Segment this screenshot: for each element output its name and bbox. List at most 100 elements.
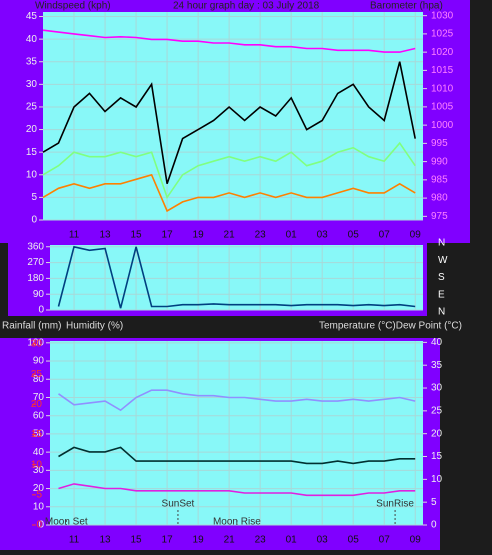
- x-tick-label: 05: [348, 535, 360, 546]
- x-tick-label: 19: [193, 230, 205, 241]
- series-line: [42, 61, 416, 185]
- series-line: [57, 245, 416, 309]
- x-tick-label: 11: [69, 230, 80, 241]
- y-tick-label: 100: [27, 337, 44, 348]
- y-tick-label: 30: [26, 79, 38, 90]
- y-tick-label: 80: [33, 374, 45, 385]
- rainfall-tick-label: 10: [31, 459, 43, 470]
- compass-label: N: [438, 307, 445, 318]
- y-tick-label: 5: [31, 192, 37, 203]
- y-tick-label: 35: [26, 56, 38, 67]
- series-line: [42, 173, 416, 213]
- plot-area: [50, 341, 423, 525]
- y-tick-label: 40: [33, 447, 45, 458]
- series-line: [58, 446, 416, 465]
- y-tick-label: 10: [33, 501, 45, 512]
- x-tick-label: 07: [379, 535, 391, 546]
- y-tick-label: 45: [26, 11, 38, 22]
- y-axis-title: Windspeed (kph): [35, 1, 111, 12]
- x-tick-label: 13: [99, 230, 111, 241]
- rainfall-tick-label: 15: [31, 429, 43, 440]
- y2-tick-label: 10: [431, 474, 443, 485]
- y2-tick-label: 30: [431, 383, 443, 394]
- y-tick-label: 90: [33, 289, 45, 300]
- y-tick-label: 0: [38, 520, 44, 531]
- compass-label: N: [438, 238, 445, 249]
- y2-tick-label: 1015: [431, 65, 454, 76]
- y2-tick-label: 5: [431, 497, 437, 508]
- y2-tick-label: 995: [431, 138, 448, 149]
- x-tick-label: 21: [224, 535, 236, 546]
- x-tick-label: 19: [193, 535, 205, 546]
- y2-tick-label: 985: [431, 175, 448, 186]
- y-tick-label: 360: [27, 241, 44, 252]
- rainfall-tick-label: 20: [31, 399, 43, 410]
- y2-tick-label: 990: [431, 156, 448, 167]
- rainfall-axis-title: Rainfall (mm): [2, 321, 61, 332]
- series-line: [58, 483, 416, 497]
- y2-tick-label: 1005: [431, 102, 454, 113]
- compass-label: W: [438, 255, 448, 266]
- y-tick-label: 90: [33, 356, 45, 367]
- x-tick-label: 23: [255, 230, 267, 241]
- series-line: [42, 29, 416, 53]
- x-tick-label: 15: [131, 535, 143, 546]
- x-tick-label: 09: [410, 535, 422, 546]
- y2-tick-label: 1030: [431, 10, 454, 21]
- compass-label: E: [438, 289, 445, 300]
- y-tick-label: 25: [26, 102, 38, 113]
- y-tick-label: 60: [33, 410, 45, 421]
- y2-tick-label: 1010: [431, 83, 454, 94]
- annotation-label: Moon Rise: [213, 517, 261, 528]
- x-tick-label: 21: [224, 230, 236, 241]
- x-tick-label: 17: [162, 230, 174, 241]
- annotation-label: SunRise: [376, 499, 414, 510]
- x-tick-label: 13: [99, 535, 111, 546]
- annotation-label: SunSet: [162, 499, 195, 510]
- x-tick-label: 09: [410, 230, 422, 241]
- y-tick-label: 0: [31, 215, 37, 226]
- rainfall-tick-label: 0: [36, 520, 42, 531]
- y2-axis-title: Temperature (°C)Dew Point (°C): [319, 321, 462, 332]
- series-line: [42, 141, 416, 200]
- y2-tick-label: 1000: [431, 120, 454, 131]
- y2-tick-label: 40: [431, 337, 443, 348]
- y-tick-label: 40: [26, 34, 38, 45]
- x-tick-label: 01: [286, 230, 298, 241]
- y-tick-label: 180: [27, 273, 44, 284]
- x-tick-label: 03: [317, 230, 329, 241]
- x-tick-label: 03: [317, 535, 329, 546]
- x-tick-label: 15: [130, 230, 142, 241]
- x-tick-label: 11: [69, 535, 80, 546]
- y2-tick-label: 1020: [431, 47, 454, 58]
- y-tick-label: 50: [33, 429, 45, 440]
- y2-tick-label: 20: [431, 428, 443, 439]
- y2-tick-label: 980: [431, 193, 448, 204]
- y-tick-label: 20: [33, 483, 45, 494]
- x-tick-label: 23: [255, 535, 267, 546]
- y-tick-label: 0: [38, 305, 44, 316]
- y-tick-label: 70: [33, 392, 45, 403]
- y2-tick-label: 0: [431, 520, 437, 531]
- y-tick-label: 20: [26, 124, 38, 135]
- y2-axis-title: Barometer (hpa): [370, 1, 443, 12]
- x-tick-label: 07: [379, 230, 391, 241]
- y-tick-label: 30: [33, 465, 45, 476]
- y-axis-title: Humidity (%): [66, 321, 123, 332]
- compass-label: S: [438, 272, 445, 283]
- y2-tick-label: 35: [431, 360, 443, 371]
- rainfall-tick-label: 25: [31, 369, 43, 380]
- y2-tick-label: 975: [431, 211, 448, 222]
- x-tick-label: 01: [286, 535, 298, 546]
- y-tick-label: 270: [27, 257, 44, 268]
- y2-tick-label: 1025: [431, 29, 454, 40]
- series-line: [58, 389, 416, 412]
- annotation-label: Moon Set: [45, 517, 88, 528]
- y2-tick-label: 15: [431, 451, 443, 462]
- x-tick-label: 05: [348, 230, 360, 241]
- rainfall-tick-label: 5: [36, 489, 42, 500]
- x-tick-label: 17: [162, 535, 174, 546]
- plot-area: [43, 12, 423, 220]
- chart-title: 24 hour graph day : 03 July 2018: [173, 1, 320, 12]
